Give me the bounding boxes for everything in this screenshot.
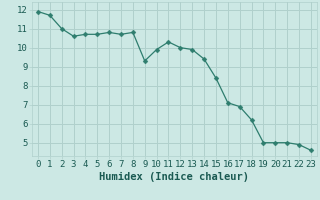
X-axis label: Humidex (Indice chaleur): Humidex (Indice chaleur) [100,172,249,182]
